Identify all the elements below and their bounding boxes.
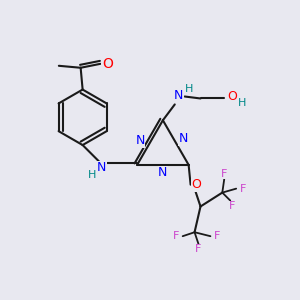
- Text: N: N: [97, 161, 106, 174]
- Text: N: N: [158, 166, 168, 179]
- Text: F: F: [195, 244, 202, 254]
- Text: F: F: [214, 231, 220, 241]
- Text: H: H: [238, 98, 246, 108]
- Text: O: O: [102, 57, 113, 71]
- Text: F: F: [229, 202, 236, 212]
- Text: N: N: [174, 89, 183, 102]
- Text: N: N: [135, 134, 145, 147]
- Text: N: N: [179, 132, 188, 145]
- Text: F: F: [172, 231, 179, 241]
- Text: F: F: [221, 169, 227, 179]
- Text: O: O: [192, 178, 202, 191]
- Text: F: F: [240, 184, 246, 194]
- Text: H: H: [184, 84, 193, 94]
- Text: H: H: [88, 170, 97, 180]
- Text: O: O: [227, 90, 237, 103]
